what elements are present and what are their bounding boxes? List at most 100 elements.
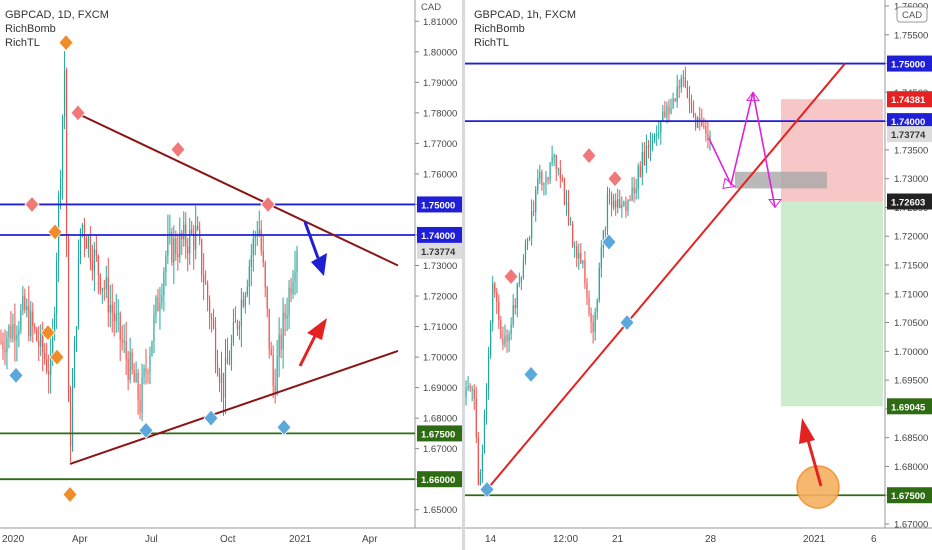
candle-body (8, 325, 10, 338)
candle-body (135, 372, 137, 383)
support-trendline (486, 62, 846, 491)
candle-body (668, 106, 670, 114)
candle-body (606, 193, 609, 230)
candle-body (596, 300, 598, 312)
candle-body (649, 143, 652, 149)
candle-body (471, 389, 473, 391)
candle-body (695, 117, 697, 128)
candle-body (690, 102, 693, 113)
signal-orange-diamond (58, 34, 74, 52)
signal-red-diamond (503, 267, 519, 286)
candle-body (56, 261, 58, 314)
hourly-chart[interactable]: 1.760001.755001.750001.745001.740001.735… (465, 0, 932, 550)
candle-body (203, 274, 205, 283)
projection-path (708, 92, 776, 208)
candle-body (193, 233, 195, 250)
candle-body (565, 202, 568, 205)
level-label-0-bg (887, 55, 932, 72)
left-symbol-label[interactable]: GBPCAD, 1D, FXCM (5, 9, 109, 21)
current-price-label-bg (417, 242, 462, 259)
y-tick-label: 1.78000 (423, 108, 457, 119)
candle-body (97, 255, 99, 275)
left-indicator-1[interactable]: RichBomb (5, 23, 56, 35)
level-label-2: 1.67500 (891, 491, 925, 502)
price-label-entry-bg (887, 193, 932, 210)
signal-blue-diamond (601, 233, 617, 251)
right-symbol-label[interactable]: GBPCAD, 1h, FXCM (474, 9, 577, 21)
level-label-1: 1.74000 (421, 231, 455, 242)
candle-body (666, 106, 668, 117)
signal-orange-diamond (49, 348, 65, 366)
candle-body (232, 321, 235, 343)
candle-body (522, 260, 525, 278)
candle-body (586, 283, 588, 298)
candle-body (107, 277, 109, 313)
candle-body (498, 301, 500, 321)
candle-body (518, 282, 520, 284)
candle-body (699, 117, 701, 121)
candle-body (30, 311, 32, 337)
candle-body (574, 246, 576, 248)
candle-body (73, 339, 76, 388)
y-tick-label: 1.73500 (894, 145, 928, 156)
price-label-entry: 1.72603 (891, 198, 925, 209)
candle-body (623, 201, 625, 205)
left-indicator-2[interactable]: RichTL (5, 37, 40, 49)
daily-chart[interactable]: 1.81000 1.80000 1.79000 1.78000 1.77000 1.760… (0, 0, 462, 550)
level-label-2: 1.67500 (421, 429, 455, 440)
candle-body (479, 471, 481, 486)
candle-body (207, 283, 209, 301)
level-label-0-bg (417, 196, 462, 213)
candle-body (631, 187, 633, 201)
candle-body (625, 201, 627, 211)
candle-body (274, 385, 276, 395)
candle-body (559, 168, 561, 179)
candle-body (105, 277, 107, 289)
candle-body (494, 283, 496, 293)
signal-blue-diamond (138, 421, 154, 439)
x-tick-label: 2020 (2, 534, 25, 545)
candle-body (467, 385, 469, 388)
resistance-trendline (75, 111, 399, 267)
candle-body (163, 272, 165, 296)
signal-red-diamond (170, 140, 186, 159)
candle-body (619, 199, 621, 209)
candle-body (91, 261, 93, 271)
y-tick-label: 1.73000 (894, 174, 928, 185)
price-label-stop-bg (887, 91, 932, 108)
arrow-shaft (303, 221, 320, 259)
candle-body (635, 188, 637, 194)
candle-body (537, 178, 539, 190)
candle-body (576, 246, 578, 259)
x-tick-label: Apr (72, 534, 88, 545)
candle-body (87, 236, 90, 249)
candle-body (151, 341, 153, 356)
pane-divider[interactable] (462, 0, 465, 550)
candle-body (22, 295, 24, 310)
candle-body (24, 295, 26, 310)
right-indicator-1[interactable]: RichBomb (474, 23, 525, 35)
y-tick-label: 1.70000 (894, 347, 928, 358)
candle-body (155, 297, 157, 315)
arrow-shaft (806, 439, 823, 487)
candle-body (629, 199, 631, 201)
candle-body (512, 305, 514, 325)
x-tick-label: 2021 (289, 534, 312, 545)
candle-body (543, 182, 545, 186)
candle-body (236, 322, 239, 329)
x-tick-label: Jul (145, 534, 158, 545)
candle-body (165, 255, 167, 273)
right-indicator-2[interactable]: RichTL (474, 37, 509, 49)
candle-body (171, 232, 173, 263)
candle-body (125, 341, 127, 360)
candle-body (143, 368, 145, 377)
bullish-arrow-red (799, 418, 823, 487)
candle-body (197, 226, 199, 230)
y-tick-label: 1.67000 (423, 444, 457, 455)
currency-label: CAD (421, 2, 441, 13)
candle-body (602, 230, 604, 248)
candle-body (131, 352, 133, 371)
candle-body (32, 311, 34, 327)
candle-body (520, 277, 522, 283)
candle-body (212, 319, 215, 328)
